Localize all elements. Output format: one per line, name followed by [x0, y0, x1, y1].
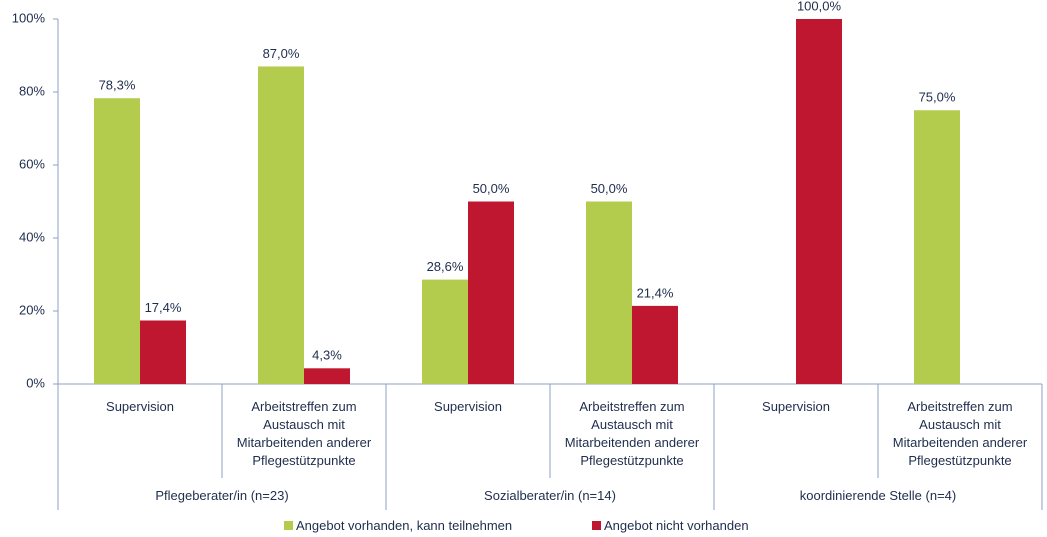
group-label: koordinierende Stelle (n=4) [799, 488, 957, 503]
value-label: 75,0% [919, 90, 956, 105]
bar [796, 19, 842, 384]
x-tick-label: Arbeitstreffen zum Austausch mit Mitarbe… [564, 399, 700, 468]
x-tick-label: Supervision [106, 399, 174, 414]
bar [586, 201, 632, 384]
group-label: Pflegeberater/in (n=23) [155, 488, 289, 503]
bar [304, 368, 350, 384]
x-tick-label: Arbeitstreffen zum Austausch mit Mitarbe… [892, 399, 1028, 468]
bar [258, 66, 304, 384]
value-label: 17,4% [145, 300, 182, 315]
group-label: Sozialberater/in (n=14) [484, 488, 616, 503]
x-tick-label: Supervision [434, 399, 502, 414]
legend-label: Angebot nicht vorhanden [604, 518, 749, 533]
bar [914, 110, 960, 384]
value-label: 87,0% [263, 46, 300, 61]
bar [422, 279, 468, 384]
x-tick-label: Arbeitstreffen zum Austausch mit Mitarbe… [236, 399, 372, 468]
y-tick-label: 40% [19, 229, 45, 244]
y-tick-label: 20% [19, 302, 45, 317]
legend-label: Angebot vorhanden, kann teilnehmen [296, 518, 513, 533]
bar [94, 98, 140, 384]
value-label: 21,4% [637, 285, 674, 300]
legend-swatch [592, 521, 601, 530]
value-label: 78,3% [99, 78, 136, 93]
legend-swatch [284, 521, 293, 530]
x-tick-label: Supervision [762, 399, 830, 414]
legend-item: Angebot nicht vorhanden [592, 518, 749, 533]
value-label: 4,3% [312, 348, 342, 363]
value-label: 50,0% [591, 181, 628, 196]
bar [140, 320, 186, 384]
y-tick-label: 60% [19, 156, 45, 171]
bar [468, 201, 514, 384]
value-label: 28,6% [427, 259, 464, 274]
legend-item: Angebot vorhanden, kann teilnehmen [284, 518, 512, 533]
y-tick-label: 80% [19, 83, 45, 98]
value-label: 50,0% [473, 181, 510, 196]
y-tick-label: 100% [12, 10, 46, 25]
value-label: 100,0% [797, 0, 842, 13]
bar [632, 305, 678, 384]
y-tick-label: 0% [26, 375, 45, 390]
